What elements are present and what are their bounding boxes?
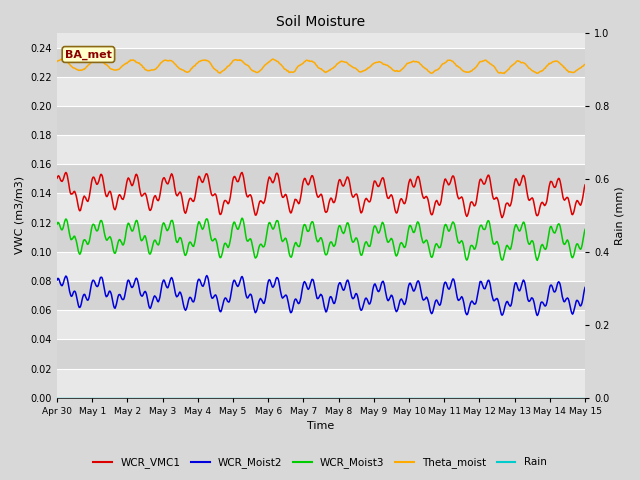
X-axis label: Time: Time <box>307 421 335 432</box>
Bar <box>57 223 585 252</box>
Bar <box>57 106 585 135</box>
Bar <box>57 310 585 339</box>
Bar <box>57 339 585 369</box>
Y-axis label: Rain (mm): Rain (mm) <box>615 186 625 245</box>
Bar <box>57 135 585 164</box>
Bar <box>57 48 585 77</box>
Bar <box>57 369 585 398</box>
Bar <box>57 77 585 106</box>
Bar <box>57 281 585 310</box>
Legend: WCR_VMC1, WCR_Moist2, WCR_Moist3, Theta_moist, Rain: WCR_VMC1, WCR_Moist2, WCR_Moist3, Theta_… <box>90 453 550 472</box>
Text: BA_met: BA_met <box>65 49 112 60</box>
Bar <box>57 164 585 193</box>
Y-axis label: VWC (m3/m3): VWC (m3/m3) <box>15 176 25 254</box>
Bar <box>57 252 585 281</box>
Title: Soil Moisture: Soil Moisture <box>276 15 365 29</box>
Bar <box>57 193 585 223</box>
